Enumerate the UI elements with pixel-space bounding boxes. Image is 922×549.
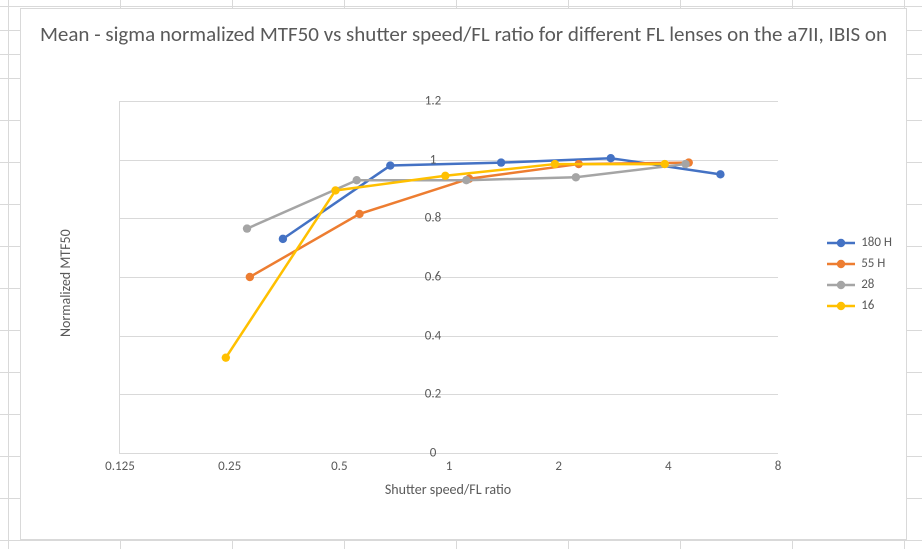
legend-swatch — [827, 259, 855, 269]
legend-swatch — [827, 238, 855, 248]
series-marker — [386, 161, 394, 169]
y-axis-label: Normalized MTF50 — [57, 229, 74, 337]
legend-item: 16 — [827, 298, 892, 313]
x-tick-label: 4 — [665, 459, 672, 474]
y-tick-label: 0.8 — [425, 211, 441, 226]
y-tick-label: 1 — [430, 152, 437, 167]
x-tick-label: 0.125 — [105, 459, 135, 474]
series-line — [226, 164, 665, 358]
series-marker — [352, 176, 360, 184]
legend-item: 180 H — [827, 235, 892, 250]
legend-label: 180 H — [861, 235, 892, 250]
chart-title: Mean - sigma normalized MTF50 vs shutter… — [21, 21, 906, 47]
y-tick-label: 0.4 — [425, 328, 441, 343]
legend-swatch — [827, 301, 855, 311]
legend-item: 28 — [827, 277, 892, 292]
series-marker — [661, 160, 669, 168]
series-marker — [243, 224, 251, 232]
series-marker — [279, 235, 287, 243]
y-tick-label: 0 — [430, 446, 437, 461]
series-marker — [331, 186, 339, 194]
x-tick-label: 1 — [446, 459, 453, 474]
legend-label: 55 H — [861, 256, 885, 271]
y-tick-label: 0.6 — [425, 270, 441, 285]
series-marker — [222, 353, 230, 361]
series-marker — [441, 172, 449, 180]
series-marker — [462, 176, 470, 184]
plot-area: 00.20.40.60.811.2 0.1250.250.51248 — [119, 101, 778, 454]
chart-frame: Mean - sigma normalized MTF50 vs shutter… — [20, 8, 907, 540]
series-marker — [355, 210, 363, 218]
series-marker — [246, 273, 254, 281]
legend: 180 H 55 H 28 16 — [827, 229, 892, 319]
series-marker — [716, 170, 724, 178]
y-tick-label: 0.2 — [425, 387, 441, 402]
legend-swatch — [827, 280, 855, 290]
y-tick-label: 1.2 — [425, 94, 441, 109]
x-tick-label: 0.5 — [331, 459, 347, 474]
series-marker — [497, 158, 505, 166]
series-marker — [681, 160, 689, 168]
chart-series — [120, 101, 778, 453]
series-marker — [551, 160, 559, 168]
series-marker — [572, 173, 580, 181]
x-tick-label: 0.25 — [218, 459, 241, 474]
legend-label: 16 — [861, 298, 874, 313]
series-marker — [607, 154, 615, 162]
x-axis-label: Shutter speed/FL ratio — [119, 481, 777, 498]
x-tick-label: 8 — [775, 459, 782, 474]
legend-item: 55 H — [827, 256, 892, 271]
x-tick-label: 2 — [555, 459, 562, 474]
legend-label: 28 — [861, 277, 874, 292]
